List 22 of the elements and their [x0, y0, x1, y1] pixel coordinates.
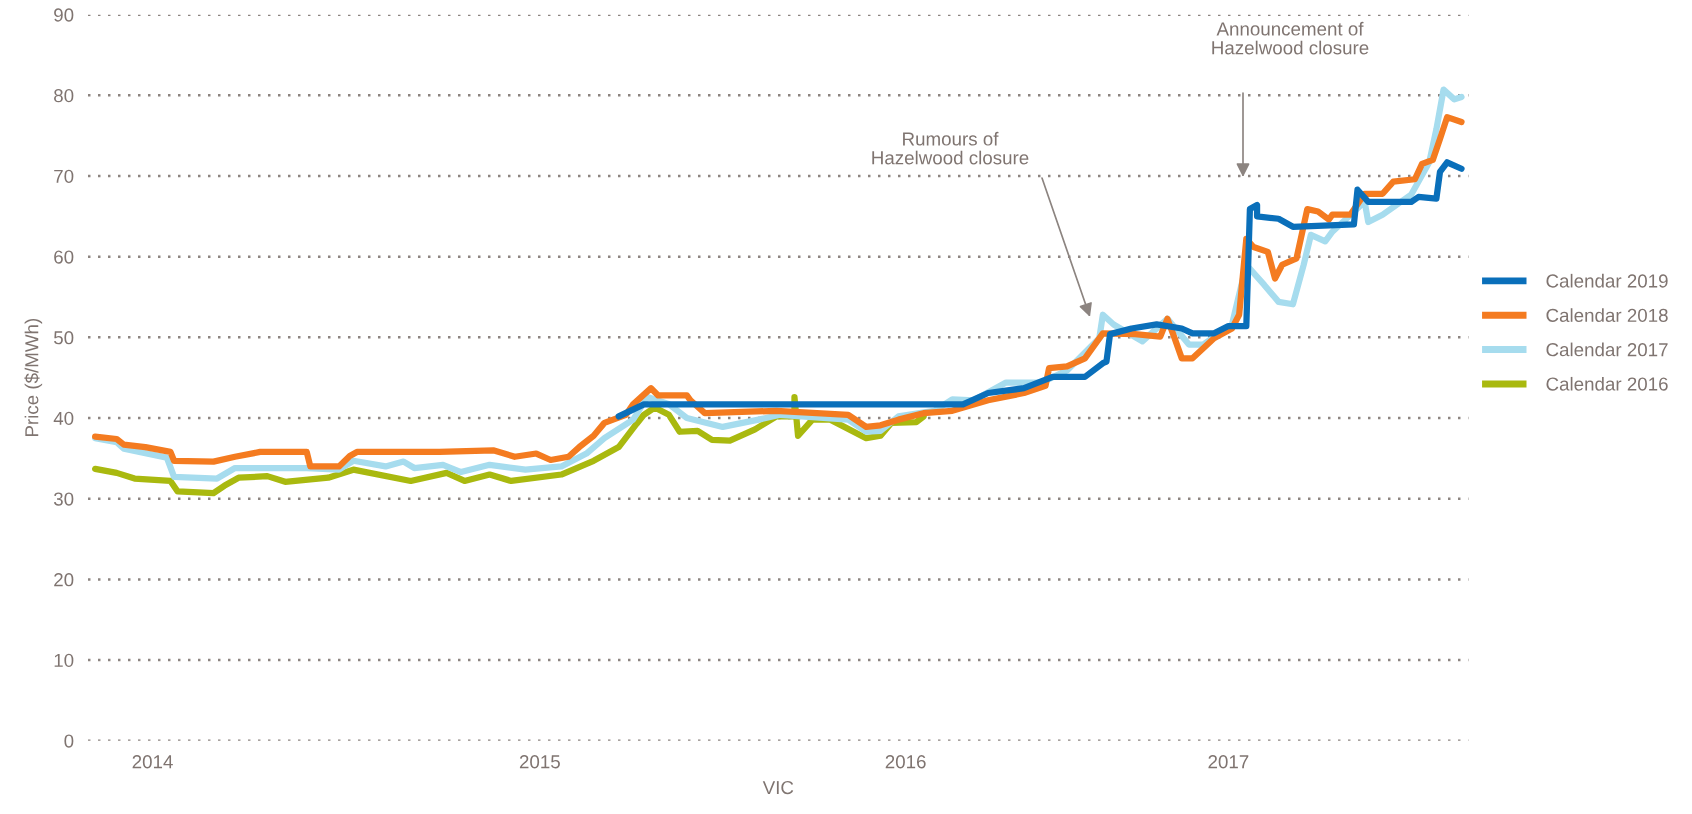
y-axis-title: Price ($/MWh)	[24, 318, 43, 437]
x-tick-label: 2017	[1208, 755, 1249, 769]
legend-label: Calendar 2016	[1546, 376, 1668, 391]
annotation: Announcement of Hazelwood closure	[1212, 21, 1369, 55]
legend-label: Calendar 2019	[1546, 273, 1668, 288]
legend-label: Calendar 2017	[1546, 342, 1668, 357]
y-tick-label: 60	[54, 250, 74, 264]
y-tick-label: 70	[54, 169, 74, 183]
y-tick-label: 90	[54, 8, 74, 22]
x-tick-label: 2015	[519, 755, 560, 769]
y-tick-label: 80	[54, 89, 74, 103]
y-tick-label: 50	[53, 331, 74, 345]
y-tick-label: 20	[54, 573, 74, 587]
y-tick-label: 10	[54, 653, 74, 668]
legend-label: Calendar 2018	[1546, 308, 1668, 322]
y-tick-label: 30	[53, 492, 74, 506]
annotation: Rumours of Hazelwood closure	[872, 131, 1029, 165]
y-tick-label: 40	[53, 411, 74, 426]
x-tick-label: 2016	[885, 755, 926, 769]
y-tick-label: 0	[64, 734, 74, 748]
x-tick-label: 2014	[132, 755, 173, 769]
x-axis-title: VIC	[762, 780, 794, 795]
